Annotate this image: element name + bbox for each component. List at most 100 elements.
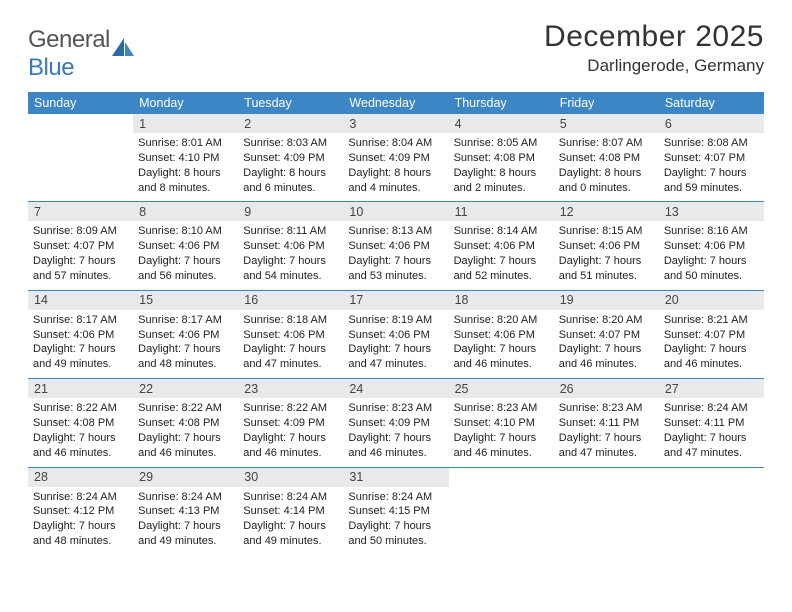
calendar-week: 14Sunrise: 8:17 AMSunset: 4:06 PMDayligh… [28,290,764,378]
daylight-text: Daylight: 7 hours and 49 minutes. [138,519,233,549]
brand-logo: General Blue [28,20,136,82]
sunrise-text: Sunrise: 8:22 AM [33,401,128,416]
daylight-text: Daylight: 7 hours and 50 minutes. [348,519,443,549]
day-info: Sunrise: 8:17 AMSunset: 4:06 PMDaylight:… [133,310,238,372]
calendar-day: 2Sunrise: 8:03 AMSunset: 4:09 PMDaylight… [238,114,343,202]
day-number: 22 [133,379,238,398]
header: General Blue December 2025 Darlingerode,… [28,20,764,82]
sunset-text: Sunset: 4:06 PM [454,328,549,343]
sunset-text: Sunset: 4:11 PM [664,416,759,431]
sunset-text: Sunset: 4:07 PM [559,328,654,343]
sunrise-text: Sunrise: 8:13 AM [348,224,443,239]
day-number: 19 [554,291,659,310]
sunrise-text: Sunrise: 8:07 AM [559,136,654,151]
sunset-text: Sunset: 4:07 PM [33,239,128,254]
day-info: Sunrise: 8:22 AMSunset: 4:09 PMDaylight:… [238,398,343,460]
daylight-text: Daylight: 7 hours and 53 minutes. [348,254,443,284]
day-number: 14 [28,291,133,310]
daylight-text: Daylight: 7 hours and 47 minutes. [664,431,759,461]
sunset-text: Sunset: 4:09 PM [348,416,443,431]
brand-word2: Blue [28,54,74,81]
brand-text: General Blue [28,26,110,82]
day-info: Sunrise: 8:23 AMSunset: 4:10 PMDaylight:… [449,398,554,460]
sunrise-text: Sunrise: 8:04 AM [348,136,443,151]
calendar-day [554,467,659,555]
day-number: 15 [133,291,238,310]
day-info: Sunrise: 8:19 AMSunset: 4:06 PMDaylight:… [343,310,448,372]
sunrise-text: Sunrise: 8:20 AM [454,313,549,328]
daylight-text: Daylight: 7 hours and 48 minutes. [33,519,128,549]
day-number: 5 [554,114,659,133]
day-number: 20 [659,291,764,310]
calendar-day: 28Sunrise: 8:24 AMSunset: 4:12 PMDayligh… [28,467,133,555]
day-number: 6 [659,114,764,133]
day-info: Sunrise: 8:11 AMSunset: 4:06 PMDaylight:… [238,221,343,283]
sail-icon [110,36,136,58]
day-number: 16 [238,291,343,310]
day-info: Sunrise: 8:24 AMSunset: 4:12 PMDaylight:… [28,487,133,549]
day-number: 27 [659,379,764,398]
daylight-text: Daylight: 7 hours and 57 minutes. [33,254,128,284]
day-info: Sunrise: 8:15 AMSunset: 4:06 PMDaylight:… [554,221,659,283]
calendar-day: 27Sunrise: 8:24 AMSunset: 4:11 PMDayligh… [659,379,764,467]
sunset-text: Sunset: 4:08 PM [33,416,128,431]
daylight-text: Daylight: 7 hours and 49 minutes. [33,342,128,372]
sunrise-text: Sunrise: 8:17 AM [33,313,128,328]
day-number: 13 [659,202,764,221]
weekday-header: Wednesday [343,92,448,114]
calendar-day: 19Sunrise: 8:20 AMSunset: 4:07 PMDayligh… [554,290,659,378]
daylight-text: Daylight: 7 hours and 47 minutes. [348,342,443,372]
sunset-text: Sunset: 4:14 PM [243,504,338,519]
calendar-day: 8Sunrise: 8:10 AMSunset: 4:06 PMDaylight… [133,202,238,290]
day-info: Sunrise: 8:24 AMSunset: 4:15 PMDaylight:… [343,487,448,549]
sunset-text: Sunset: 4:15 PM [348,504,443,519]
sunrise-text: Sunrise: 8:21 AM [664,313,759,328]
day-number [659,468,764,487]
calendar-day: 15Sunrise: 8:17 AMSunset: 4:06 PMDayligh… [133,290,238,378]
calendar-week: 1Sunrise: 8:01 AMSunset: 4:10 PMDaylight… [28,114,764,202]
day-info: Sunrise: 8:03 AMSunset: 4:09 PMDaylight:… [238,133,343,195]
sunrise-text: Sunrise: 8:01 AM [138,136,233,151]
sunset-text: Sunset: 4:08 PM [559,151,654,166]
daylight-text: Daylight: 8 hours and 0 minutes. [559,166,654,196]
day-number: 10 [343,202,448,221]
sunrise-text: Sunrise: 8:22 AM [243,401,338,416]
day-info: Sunrise: 8:16 AMSunset: 4:06 PMDaylight:… [659,221,764,283]
day-number: 9 [238,202,343,221]
day-number: 26 [554,379,659,398]
weekday-row: SundayMondayTuesdayWednesdayThursdayFrid… [28,92,764,114]
sunset-text: Sunset: 4:11 PM [559,416,654,431]
day-info: Sunrise: 8:20 AMSunset: 4:06 PMDaylight:… [449,310,554,372]
day-info: Sunrise: 8:13 AMSunset: 4:06 PMDaylight:… [343,221,448,283]
day-info: Sunrise: 8:01 AMSunset: 4:10 PMDaylight:… [133,133,238,195]
day-info: Sunrise: 8:20 AMSunset: 4:07 PMDaylight:… [554,310,659,372]
sunset-text: Sunset: 4:09 PM [243,151,338,166]
calendar-table: SundayMondayTuesdayWednesdayThursdayFrid… [28,92,764,555]
daylight-text: Daylight: 7 hours and 46 minutes. [33,431,128,461]
calendar-day: 13Sunrise: 8:16 AMSunset: 4:06 PMDayligh… [659,202,764,290]
calendar-day: 20Sunrise: 8:21 AMSunset: 4:07 PMDayligh… [659,290,764,378]
daylight-text: Daylight: 7 hours and 46 minutes. [454,431,549,461]
sunset-text: Sunset: 4:12 PM [33,504,128,519]
sunrise-text: Sunrise: 8:18 AM [243,313,338,328]
calendar-day: 1Sunrise: 8:01 AMSunset: 4:10 PMDaylight… [133,114,238,202]
calendar-day: 25Sunrise: 8:23 AMSunset: 4:10 PMDayligh… [449,379,554,467]
sunrise-text: Sunrise: 8:16 AM [664,224,759,239]
sunrise-text: Sunrise: 8:09 AM [33,224,128,239]
sunset-text: Sunset: 4:06 PM [138,239,233,254]
day-number: 3 [343,114,448,133]
sunset-text: Sunset: 4:13 PM [138,504,233,519]
calendar-page: General Blue December 2025 Darlingerode,… [0,0,792,565]
day-info: Sunrise: 8:05 AMSunset: 4:08 PMDaylight:… [449,133,554,195]
weekday-header: Tuesday [238,92,343,114]
day-number: 30 [238,468,343,487]
sunset-text: Sunset: 4:06 PM [243,328,338,343]
day-info: Sunrise: 8:08 AMSunset: 4:07 PMDaylight:… [659,133,764,195]
sunrise-text: Sunrise: 8:24 AM [348,490,443,505]
page-title: December 2025 [544,20,764,54]
calendar-day: 22Sunrise: 8:22 AMSunset: 4:08 PMDayligh… [133,379,238,467]
daylight-text: Daylight: 7 hours and 46 minutes. [348,431,443,461]
day-number: 1 [133,114,238,133]
calendar-day [449,467,554,555]
calendar-day: 14Sunrise: 8:17 AMSunset: 4:06 PMDayligh… [28,290,133,378]
